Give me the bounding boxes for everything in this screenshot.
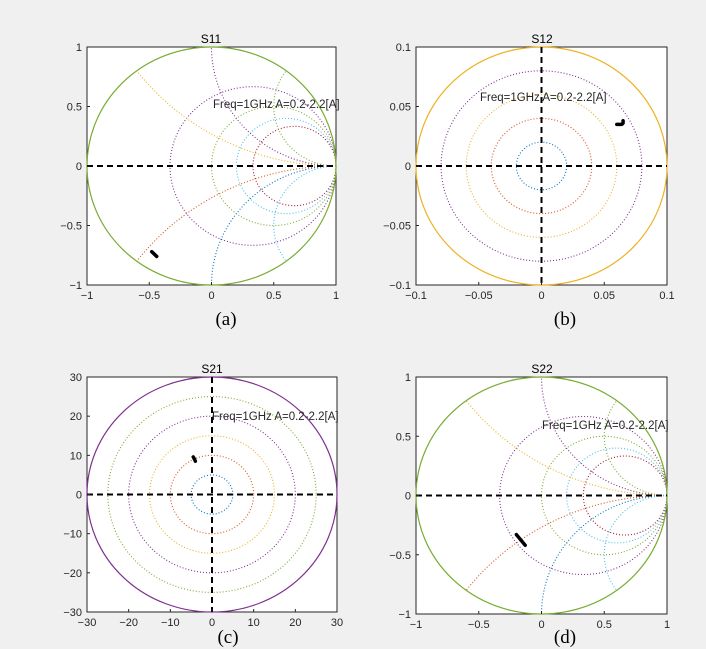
panel-s22: S22 (d) −1 −0.5 0 0.5 1 −1 −0.5 0 0.5 1 Freq=1GHz … xyxy=(389,362,670,648)
y-tick-label: 1 xyxy=(76,42,82,54)
y-tick-label: 0.1 xyxy=(396,42,411,54)
x-tick-label: 30 xyxy=(331,617,343,629)
y-tick-label: 0.5 xyxy=(396,431,411,443)
x-tick-label: 0.5 xyxy=(266,290,281,302)
x-tick-label: 20 xyxy=(289,617,301,629)
chart-title: S21 xyxy=(201,362,223,376)
x-tick-label: −20 xyxy=(119,617,138,629)
x-tick-label: −1 xyxy=(410,619,423,631)
grid-ring xyxy=(148,435,276,554)
annotation-text: Freq=1GHz A=0.2-2.2[A] xyxy=(212,411,339,423)
y-tick-label: −0.05 xyxy=(383,221,411,233)
y-tick-label: −10 xyxy=(63,529,82,541)
chart-title: S12 xyxy=(531,32,553,46)
annotation-text: Freq=1GHz A=0.2-2.2[A] xyxy=(213,99,340,111)
y-tick-label: 20 xyxy=(70,411,82,423)
x-tick-label: 0 xyxy=(538,290,544,302)
x-tick-label: 0 xyxy=(208,290,214,302)
panel-caption: (d) xyxy=(554,627,576,648)
x-tick-label: 0.5 xyxy=(597,619,612,631)
y-tick-label: 0 xyxy=(405,491,411,503)
y-tick-label: −30 xyxy=(63,607,82,619)
annotation-text: Freq=1GHz A=0.2-2.2[A] xyxy=(480,92,607,104)
reactance-arc xyxy=(465,494,668,591)
x-tick-label: 0.05 xyxy=(594,290,615,302)
panel-s21: S21 (c) −30 −20 −10 0 10 20 30 −30 −20 −10 0 10 20 30… xyxy=(63,362,343,648)
reactance-arc xyxy=(465,400,668,497)
x-tick-label: 10 xyxy=(248,617,260,629)
x-tick-label: −0.1 xyxy=(405,290,427,302)
x-tick-label: −0.05 xyxy=(465,290,493,302)
x-tick-label: 0 xyxy=(538,619,544,631)
data-trace xyxy=(615,119,625,127)
y-tick-label: −1 xyxy=(398,609,411,621)
panel-caption: (a) xyxy=(215,309,236,330)
data-trace xyxy=(191,455,198,463)
y-tick-label: 0 xyxy=(76,161,82,173)
panel-caption: (c) xyxy=(217,627,238,648)
y-tick-label: 0.5 xyxy=(67,102,82,114)
chart-title: S11 xyxy=(201,32,222,46)
x-tick-label: −30 xyxy=(78,617,97,629)
x-tick-label: 1 xyxy=(664,619,670,631)
y-tick-label: −1 xyxy=(69,280,82,292)
data-trace xyxy=(514,532,527,548)
x-tick-label: 1 xyxy=(333,290,339,302)
panel-s11: S11 (a) −1 −0.5 0 0.5 1 −1 −0.5 0 0.5 1 Freq=1GHz … xyxy=(60,32,339,330)
panel-caption: (b) xyxy=(554,309,576,330)
reactance-arc xyxy=(273,165,337,262)
y-tick-label: 30 xyxy=(70,372,82,384)
y-tick-label: −0.1 xyxy=(389,280,411,292)
grid-ring xyxy=(107,396,317,593)
y-tick-label: −20 xyxy=(63,568,82,580)
x-tick-label: −1 xyxy=(81,290,94,302)
x-tick-label: 0 xyxy=(209,617,215,629)
y-tick-label: 0.05 xyxy=(390,102,411,114)
y-tick-label: 0 xyxy=(405,161,411,173)
annotation-text: Freq=1GHz A=0.2-2.2[A] xyxy=(542,420,669,432)
y-tick-label: 0 xyxy=(76,490,82,502)
y-tick-label: −0.5 xyxy=(389,550,411,562)
panel-s12: S12 (b) −0.1 −0.05 0 0.05 0.1 −0.1 −0.05 0 0.05 0… xyxy=(383,32,674,330)
y-tick-label: 1 xyxy=(405,372,411,384)
x-tick-label: −0.5 xyxy=(138,290,160,302)
chart-title: S22 xyxy=(531,362,553,376)
x-tick-label: −0.5 xyxy=(468,619,490,631)
reactance-arc xyxy=(273,70,337,167)
x-tick-label: 0.1 xyxy=(659,290,674,302)
data-trace xyxy=(149,249,159,259)
y-tick-label: −0.5 xyxy=(60,221,82,233)
x-tick-label: −10 xyxy=(161,617,180,629)
y-tick-label: 10 xyxy=(70,450,82,462)
